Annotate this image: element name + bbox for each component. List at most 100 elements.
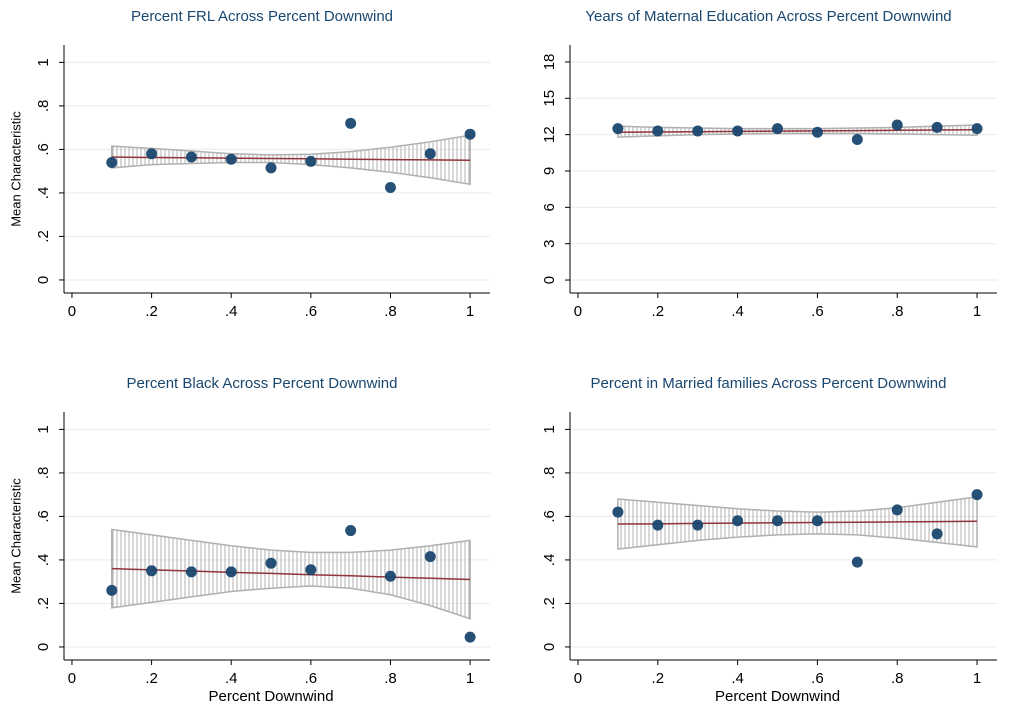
y-tick-label: .2 (541, 597, 558, 610)
data-point (772, 515, 784, 527)
y-tick-label: 0 (541, 276, 558, 284)
data-point (891, 119, 903, 131)
data-point (146, 565, 158, 577)
y-tick-label: 12 (541, 126, 558, 143)
x-tick-label: .4 (731, 670, 744, 687)
data-point (345, 525, 357, 537)
data-point (424, 551, 436, 563)
data-point (931, 528, 943, 540)
x-tick-label: .4 (731, 303, 744, 320)
data-point (772, 123, 784, 135)
y-tick-label: 1 (35, 58, 52, 66)
data-point (305, 155, 317, 167)
x-tick-label: .6 (305, 670, 318, 687)
data-point (612, 506, 624, 518)
y-axis-title: Mean Characteristic (8, 111, 23, 227)
data-point (265, 162, 277, 174)
x-tick-label: 1 (466, 303, 474, 320)
y-tick-label: 0 (35, 276, 52, 284)
data-point (225, 153, 237, 165)
data-point (424, 148, 436, 160)
x-tick-label: 1 (466, 670, 474, 687)
x-tick-label: 0 (574, 670, 582, 687)
data-point (732, 125, 744, 137)
y-axis-title: Mean Characteristic (8, 478, 23, 594)
data-point (146, 148, 158, 160)
data-point (225, 566, 237, 578)
panel-title: Percent in Married families Across Perce… (591, 375, 947, 392)
fit-line (617, 129, 978, 133)
y-tick-label: .8 (541, 467, 558, 480)
x-axis-title: Percent Downwind (715, 688, 840, 705)
x-tick-label: .2 (145, 303, 158, 320)
fit-line (111, 567, 471, 581)
panel-title: Percent Black Across Percent Downwind (127, 375, 398, 392)
data-point (971, 489, 983, 501)
y-tick-label: 1 (541, 425, 558, 433)
fit-line (111, 156, 471, 162)
x-tick-label: 1 (973, 670, 981, 687)
x-tick-label: .6 (305, 303, 318, 320)
x-tick-label: .8 (384, 670, 397, 687)
data-point (971, 123, 983, 135)
data-point (851, 133, 863, 145)
data-point (851, 556, 863, 568)
y-tick-label: 3 (541, 240, 558, 248)
fit-line (617, 520, 978, 525)
y-tick-label: .6 (35, 510, 52, 523)
x-tick-label: .4 (225, 670, 238, 687)
panel-title: Years of Maternal Education Across Perce… (585, 8, 951, 25)
x-tick-label: .8 (891, 670, 904, 687)
data-point (265, 557, 277, 569)
data-point (652, 125, 664, 137)
y-tick-label: 9 (541, 167, 558, 175)
x-tick-label: .6 (811, 670, 824, 687)
y-tick-label: .4 (35, 554, 52, 567)
y-tick-label: .8 (35, 467, 52, 480)
x-tick-label: .6 (811, 303, 824, 320)
x-tick-label: 0 (574, 303, 582, 320)
data-point (811, 126, 823, 138)
y-tick-label: .2 (35, 230, 52, 243)
data-point (106, 584, 118, 596)
x-tick-label: .2 (652, 670, 665, 687)
y-tick-label: 6 (541, 203, 558, 211)
y-tick-label: .6 (35, 143, 52, 156)
data-point (692, 125, 704, 137)
x-axis-title: Percent Downwind (208, 688, 333, 705)
data-point (464, 631, 476, 643)
y-tick-label: 1 (35, 425, 52, 433)
confidence-band (111, 134, 471, 186)
data-point (891, 504, 903, 516)
data-point (612, 123, 624, 135)
y-tick-label: 15 (541, 90, 558, 107)
x-tick-label: 1 (973, 303, 981, 320)
y-tick-label: .6 (541, 510, 558, 523)
data-point (464, 128, 476, 140)
data-point (811, 515, 823, 527)
x-tick-label: .2 (145, 670, 158, 687)
data-point (305, 564, 317, 576)
data-point (652, 519, 664, 531)
panel-title: Percent FRL Across Percent Downwind (131, 8, 393, 25)
data-point (384, 181, 396, 193)
data-point (185, 566, 197, 578)
data-point (931, 121, 943, 133)
x-tick-label: 0 (68, 670, 76, 687)
x-tick-label: 0 (68, 303, 76, 320)
data-point (384, 570, 396, 582)
data-point (692, 519, 704, 531)
y-tick-label: 0 (35, 643, 52, 651)
data-point (345, 117, 357, 129)
y-tick-label: 0 (541, 643, 558, 651)
y-tick-label: .4 (541, 554, 558, 567)
data-point (185, 151, 197, 163)
x-tick-label: .4 (225, 303, 238, 320)
x-tick-label: .2 (652, 303, 665, 320)
x-tick-label: .8 (891, 303, 904, 320)
y-tick-label: 18 (541, 54, 558, 71)
data-point (732, 515, 744, 527)
data-point (106, 156, 118, 168)
y-tick-label: .2 (35, 597, 52, 610)
